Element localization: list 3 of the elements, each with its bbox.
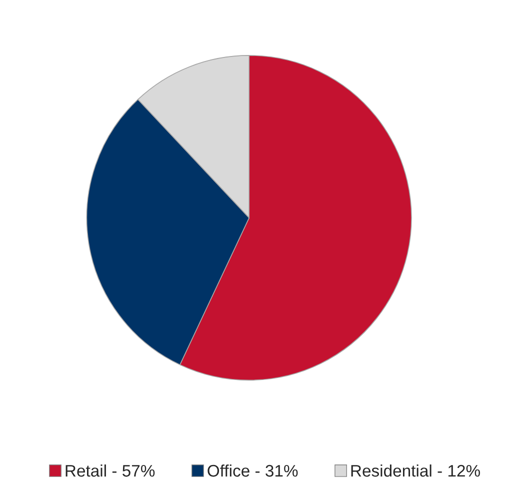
legend-label: Residential - 12% [351,464,480,477]
legend-label: Retail - 57% [66,464,155,477]
legend-label: Office - 31% [208,464,298,477]
